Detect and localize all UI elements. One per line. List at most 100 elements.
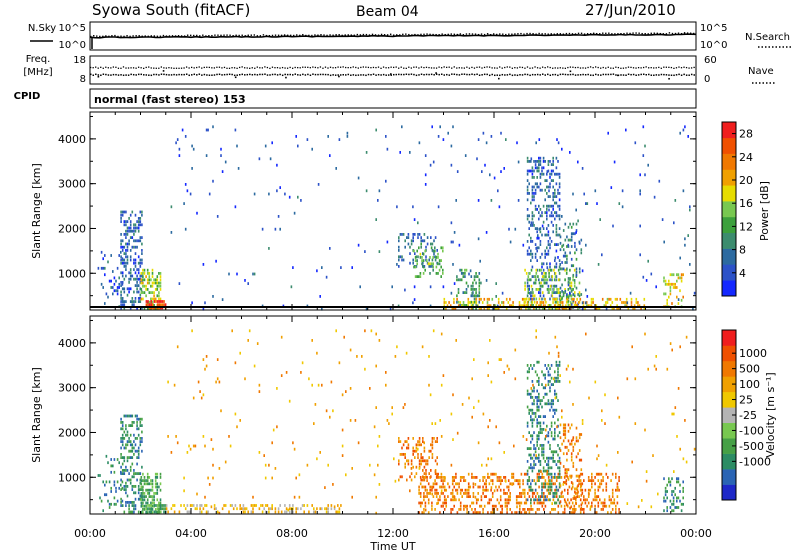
nsearch-dot xyxy=(426,33,428,35)
nave-dot xyxy=(249,67,251,69)
echo-cell xyxy=(549,236,551,240)
echo-cell xyxy=(526,389,529,393)
nave-outlier-dot xyxy=(668,77,670,80)
echo-cell xyxy=(611,508,614,511)
echo-cell xyxy=(478,281,481,285)
echo-cell xyxy=(517,501,520,505)
echo-cell xyxy=(137,223,140,227)
echo-cell xyxy=(110,279,112,283)
echo-cell xyxy=(559,297,562,301)
echo-cell xyxy=(421,259,423,262)
echo-cell xyxy=(145,303,148,307)
echo-cell xyxy=(549,243,551,246)
echo-cell xyxy=(578,495,580,498)
echo-cell xyxy=(424,183,427,186)
echo-cell xyxy=(555,479,558,482)
echo-cell xyxy=(126,469,129,472)
echo-cell xyxy=(626,377,629,381)
echo-cell xyxy=(413,249,415,253)
echo-cell xyxy=(540,268,542,272)
echo-cell xyxy=(104,302,106,305)
nsearch-dot xyxy=(211,34,213,37)
echo-cell xyxy=(539,424,542,428)
echo-cell xyxy=(466,488,468,492)
echo-cell xyxy=(453,498,455,502)
echo-cell xyxy=(550,163,553,166)
echo-cell xyxy=(279,227,281,231)
echo-cell xyxy=(131,449,134,453)
nave-outlier-dot xyxy=(97,75,100,78)
echo-cell xyxy=(597,263,600,266)
echo-cell xyxy=(151,479,154,482)
echo-cell xyxy=(134,245,137,249)
echo-cell xyxy=(293,447,296,451)
nave-dot xyxy=(223,66,226,69)
echo-cell xyxy=(325,510,328,514)
echo-cell xyxy=(113,496,116,500)
freq-dot xyxy=(668,74,670,76)
echo-cell xyxy=(574,509,576,513)
echo-cell xyxy=(554,284,556,288)
echo-cell xyxy=(504,492,507,495)
echo-cell xyxy=(542,220,545,224)
echo-cell xyxy=(559,484,562,488)
echo-cell xyxy=(478,278,481,282)
echo-cell xyxy=(317,183,320,186)
freq-dot xyxy=(385,74,387,76)
echo-cell xyxy=(137,417,140,421)
echo-cell xyxy=(594,495,596,498)
echo-cell xyxy=(629,291,632,295)
freq-dot xyxy=(339,74,342,76)
echo-cell xyxy=(539,460,542,463)
echo-cell xyxy=(426,261,429,265)
freq-dot xyxy=(279,73,281,76)
echo-cell xyxy=(526,294,529,298)
echo-cell xyxy=(490,488,492,492)
echo-cell xyxy=(136,287,138,291)
echo-cell xyxy=(455,339,457,342)
echo-cell xyxy=(321,383,323,387)
echo-cell xyxy=(564,436,567,440)
freq-dot xyxy=(292,74,294,76)
echo-cell xyxy=(128,437,130,440)
echo-cell xyxy=(189,192,192,196)
echo-cell xyxy=(474,508,476,511)
echo-cell xyxy=(542,268,545,272)
echo-cell xyxy=(569,304,571,307)
nave-dot xyxy=(269,67,271,70)
nave-dot xyxy=(658,66,660,69)
echo-cell xyxy=(469,504,471,508)
echo-cell xyxy=(153,300,156,303)
echo-cell xyxy=(128,277,130,281)
echo-cell xyxy=(145,495,147,498)
freq-dot xyxy=(223,73,226,76)
echo-cell xyxy=(574,251,576,255)
nave-dot xyxy=(486,66,488,68)
echo-cell xyxy=(159,275,162,278)
nave-dot xyxy=(289,66,291,69)
echo-cell xyxy=(676,496,678,500)
echo-cell xyxy=(546,217,548,221)
echo-cell xyxy=(153,297,155,301)
echo-cell xyxy=(672,286,675,289)
echo-cell xyxy=(128,504,130,507)
echo-cell xyxy=(526,179,529,182)
echo-cell xyxy=(327,507,329,511)
echo-cell xyxy=(146,476,149,479)
echo-cell xyxy=(137,488,140,491)
nsearch-dot xyxy=(183,35,186,37)
freq-dot xyxy=(357,74,360,76)
echo-cell xyxy=(139,417,142,421)
echo-cell xyxy=(542,172,545,176)
echo-cell xyxy=(530,408,532,412)
echo-cell xyxy=(120,281,122,284)
echo-cell xyxy=(566,297,569,301)
freq-dot xyxy=(327,73,329,76)
echo-cell xyxy=(413,285,416,289)
nsearch-dot xyxy=(656,32,659,35)
echo-cell xyxy=(146,492,149,495)
echo-cell xyxy=(151,275,154,278)
echo-cell xyxy=(280,374,283,377)
echo-cell xyxy=(292,266,294,269)
echo-cell xyxy=(176,138,179,141)
